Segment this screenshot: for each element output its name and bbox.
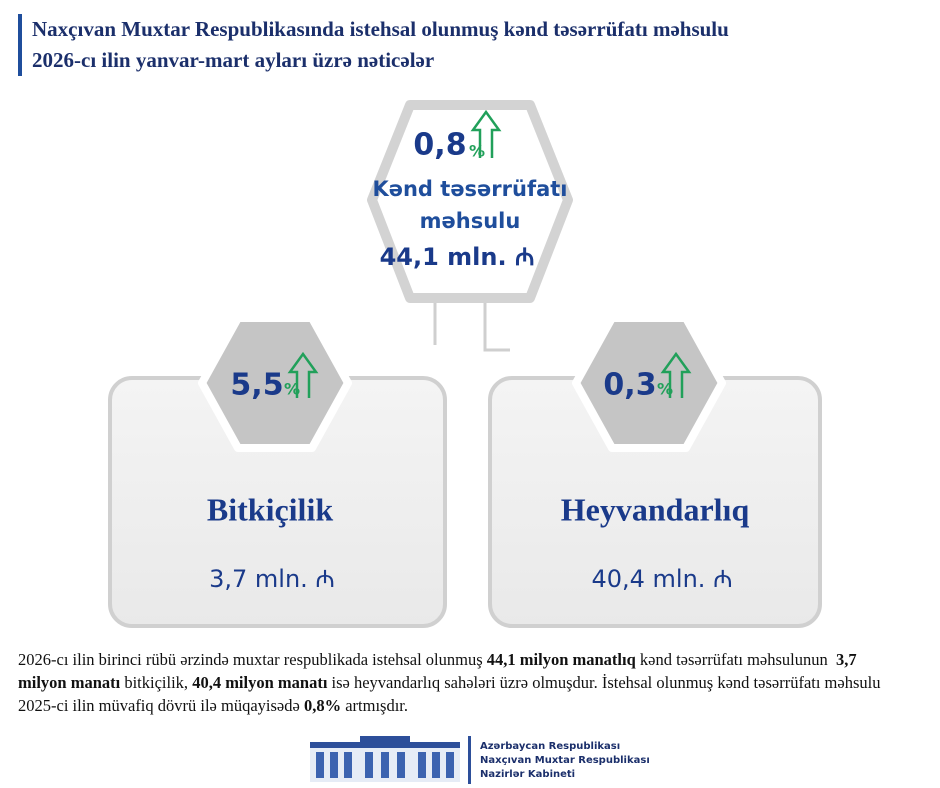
amount: 3,7 mln. ₼ xyxy=(209,565,335,593)
paragraph: 2026-cı ilin birinci rübü ərzində muxtar… xyxy=(18,648,898,717)
percent: 5,5 xyxy=(230,368,283,403)
bold-text: 44,1 milyon manatlıq xyxy=(486,650,636,669)
amount: 40,4 mln. ₼ xyxy=(591,565,732,593)
text: 2026-cı ilin birinci rübü ərzində muxtar… xyxy=(18,650,487,669)
title-line: Naxçıvan Muxtar Respublikasında istehsal… xyxy=(32,17,729,41)
title: Naxçıvan Muxtar Respublikasında istehsal… xyxy=(18,14,729,76)
org-line: Nazirlər Kabineti xyxy=(480,769,576,780)
org-line: Azərbaycan Respublikası xyxy=(480,741,621,752)
percent-sign: % xyxy=(657,380,673,399)
card-label: Bitkiçilik xyxy=(207,491,333,527)
hexagon xyxy=(367,100,573,303)
bold-text: 3,7 milyon manatı xyxy=(18,650,861,692)
bold-text: 40,4 milyon manatı xyxy=(192,673,328,692)
up-arrows xyxy=(287,109,692,398)
connectors xyxy=(433,300,510,352)
percent-sign: % xyxy=(469,142,485,161)
hexagon xyxy=(198,314,352,452)
organization: Azərbaycan Respublikası Naxçıvan Muxtar … xyxy=(480,740,650,782)
text: artmışdır. xyxy=(341,696,408,715)
text: kənd təsərrüfatı məhsulunun xyxy=(635,650,837,669)
hexagon xyxy=(572,314,726,452)
label: məhsulu xyxy=(420,209,521,233)
card-label: Heyvandarlıq xyxy=(561,491,750,527)
text: isə heyvandarlıq sahələri üzrə olmuşdur.… xyxy=(18,673,885,715)
text: bitkiçilik, xyxy=(120,673,193,692)
amount: 44,1 mln. ₼ xyxy=(380,243,535,271)
logo xyxy=(310,736,471,784)
bold-text: 0,8% xyxy=(303,696,342,715)
percent-sign: % xyxy=(284,380,300,399)
percent: 0,3 xyxy=(603,368,656,403)
org-line: Naxçıvan Muxtar Respublikası xyxy=(480,755,650,766)
label: Kənd təsərrüfatı xyxy=(372,177,567,201)
percent: 0,8 xyxy=(413,128,466,163)
title-line: 2026-cı ilin yanvar-mart ayları üzrə nət… xyxy=(32,48,435,72)
